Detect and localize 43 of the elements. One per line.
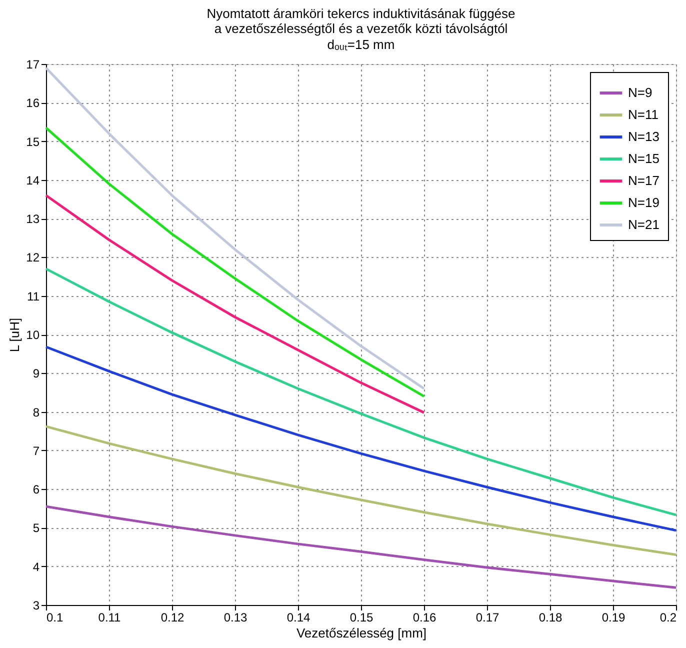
y-tick-label: 11	[27, 289, 40, 304]
line-series	[44, 66, 426, 390]
y-tick-label: 6	[32, 482, 40, 497]
x-tick-label: 0.11	[98, 610, 122, 624]
line-series	[44, 505, 678, 589]
y-tick-label: 4	[32, 560, 40, 574]
line-series	[44, 126, 426, 398]
y-tick-label: 17	[26, 58, 40, 72]
legend-label: N=19	[628, 195, 660, 210]
x-tick-label: 0.15	[350, 610, 374, 624]
x-tick-label: 0.19	[602, 610, 626, 624]
x-tick-label: 0.17	[476, 610, 500, 624]
legend-label: N=9	[628, 85, 652, 100]
y-tick-label: 7	[32, 444, 40, 458]
line-series	[44, 346, 678, 532]
x-tick-label: 0.2	[660, 610, 677, 624]
y-tick-label: 8	[32, 405, 40, 420]
y-tick-label: 16	[26, 96, 40, 110]
x-tick-label: 0.1	[46, 610, 64, 624]
y-tick-label: 5	[32, 521, 40, 536]
x-tick-label: 0.16	[412, 610, 436, 624]
legend-label: N=11	[628, 107, 658, 122]
legend-label: N=21	[628, 217, 660, 232]
y-tick-label: 9	[32, 366, 40, 381]
y-tick-label: 13	[26, 212, 40, 226]
y-tick-label: 10	[26, 328, 40, 342]
y-tick-label: 15	[26, 134, 40, 149]
x-tick-label: 0.18	[538, 610, 562, 624]
x-tick-label: 0.14	[286, 610, 310, 624]
y-axis-title: L [uH]	[7, 318, 22, 352]
legend-label: N=17	[628, 173, 660, 188]
chart-subtitle: dₒᵤₜ=15 mm	[327, 37, 395, 52]
line-series	[44, 268, 678, 516]
x-tick-label: 0.12	[160, 610, 184, 624]
y-tick-label: 12	[26, 250, 40, 265]
line-series	[44, 194, 426, 414]
y-tick-label: 3	[32, 598, 40, 612]
x-axis-title: Vezetőszélesség [mm]	[296, 626, 427, 640]
legend-label: N=15	[628, 151, 660, 166]
x-tick-label: 0.13	[224, 610, 248, 624]
y-tick-label: 14	[26, 173, 40, 188]
line-series	[44, 425, 678, 556]
legend-label: N=13	[628, 129, 660, 144]
